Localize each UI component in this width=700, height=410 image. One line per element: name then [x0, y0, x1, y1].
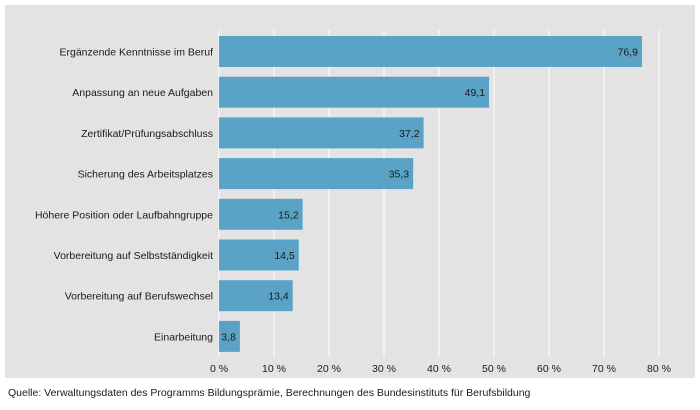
value-label: 3,8 [221, 331, 236, 343]
bar [219, 117, 424, 149]
bar [219, 320, 240, 352]
category-label: Einarbeitung [154, 331, 213, 343]
bar [219, 76, 490, 108]
category-label: Höhere Position oder Laufbahngruppe [35, 209, 213, 221]
bar [219, 239, 299, 271]
tick-label: 80 % [647, 363, 671, 375]
value-label: 76,9 [618, 47, 639, 59]
value-label: 49,1 [465, 87, 486, 99]
category-label: Ergänzende Kenntnisse im Beruf [59, 47, 213, 59]
category-label: Vorbereitung auf Selbstständigkeit [54, 250, 213, 262]
tick-label: 30 % [372, 363, 396, 375]
tick-label: 40 % [427, 363, 451, 375]
bar [219, 36, 642, 67]
value-label: 13,4 [268, 291, 289, 303]
bar [219, 280, 293, 312]
bar [219, 158, 414, 190]
category-label: Vorbereitung auf Berufswechsel [65, 291, 213, 303]
tick-label: 70 % [592, 363, 616, 375]
chart-frame [5, 5, 695, 378]
value-label: 15,2 [278, 209, 299, 221]
category-label: Sicherung des Arbeitsplatzes [78, 169, 213, 181]
tick-label: 50 % [482, 363, 506, 375]
category-label: Zertifikat/Prüfungsabschluss [81, 128, 213, 140]
value-label: 35,3 [389, 169, 410, 181]
bar-chart: Ergänzende Kenntnisse im Beruf 76,9 Anpass… [35, 30, 671, 375]
bar [219, 198, 303, 230]
value-label: 14,5 [274, 250, 295, 262]
tick-label: 0 % [210, 363, 228, 375]
category-label: Anpassung an neue Aufgaben [72, 87, 213, 99]
value-label: 37,2 [399, 128, 420, 140]
tick-label: 60 % [537, 363, 561, 375]
source-note: Quelle: Verwaltungsdaten des Programms B… [8, 387, 531, 399]
tick-label: 10 % [262, 363, 286, 375]
tick-label: 20 % [317, 363, 341, 375]
